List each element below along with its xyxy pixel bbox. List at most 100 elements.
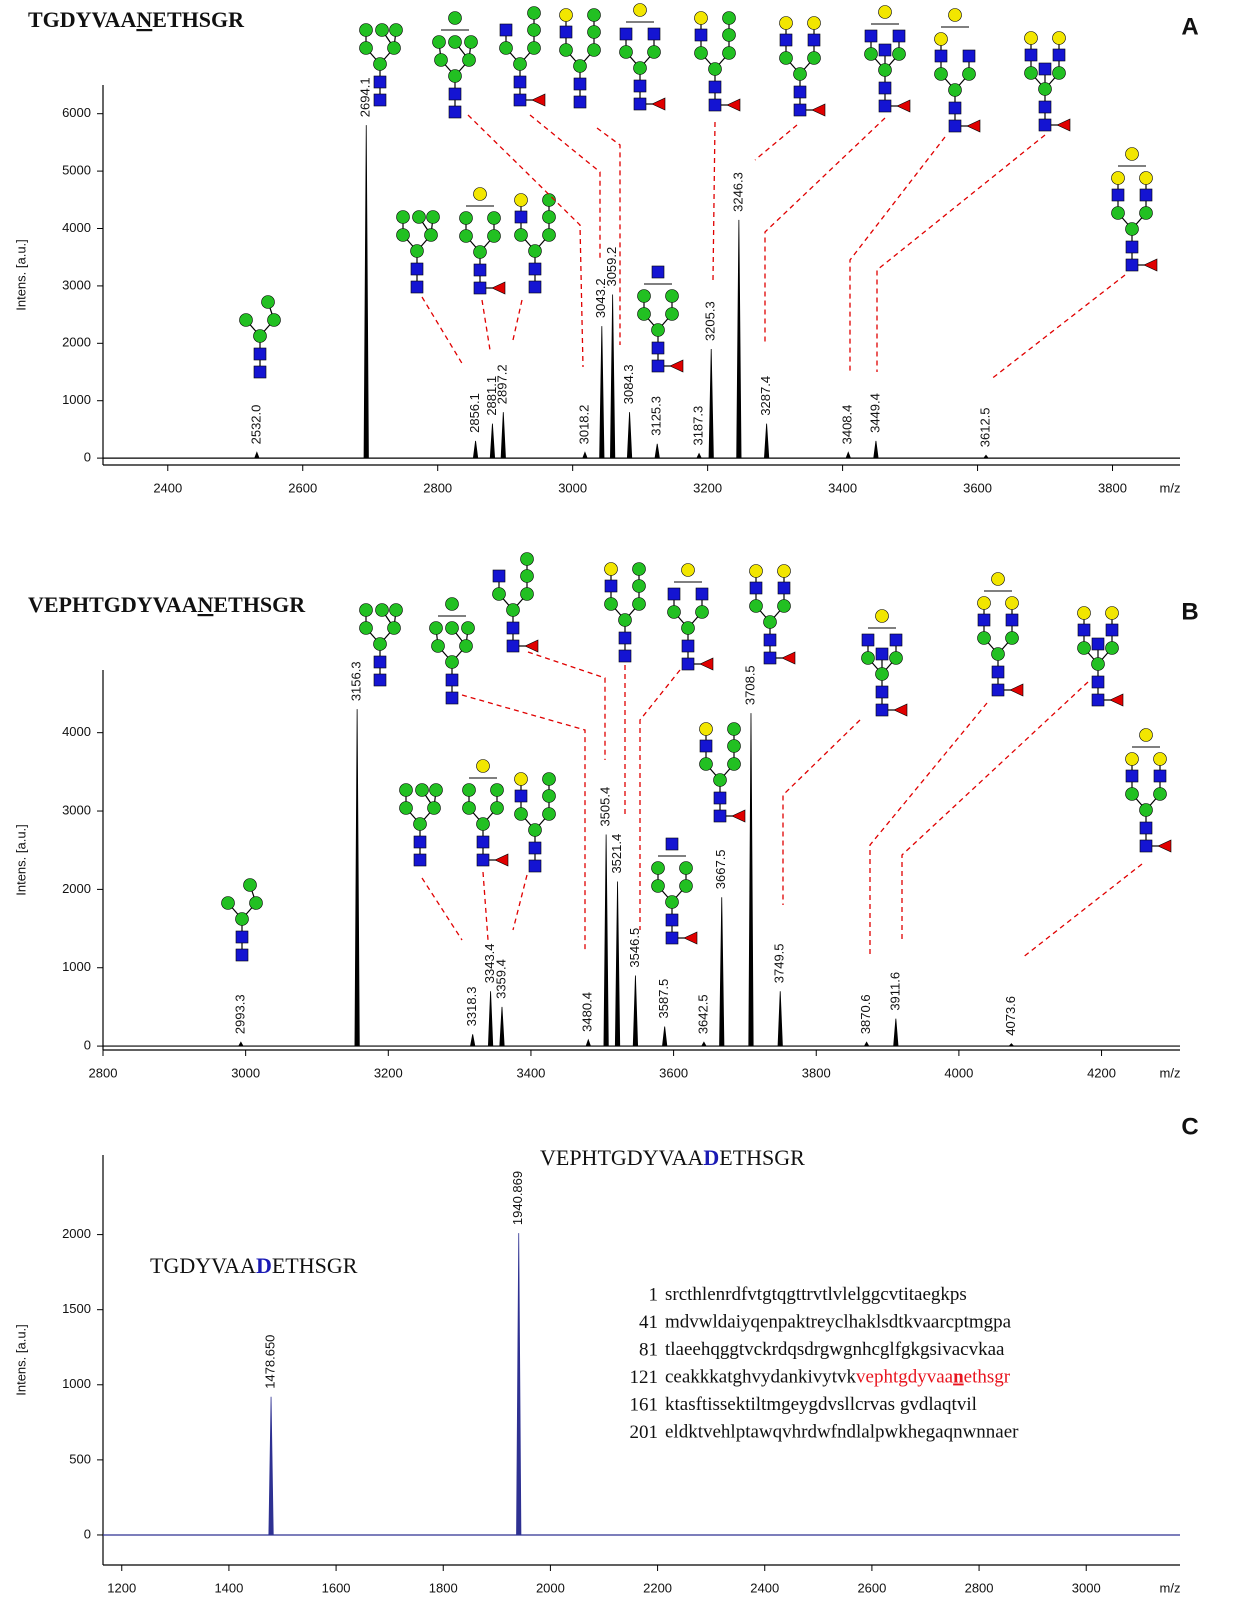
galactose [991,572,1005,586]
x-tick-label: 2600 [288,480,317,495]
sequence-line: eldktvehlptawqvhrdwfndlalpwkhegaqnwnnaer [665,1422,1019,1443]
mannose [464,35,478,49]
y-tick-label: 1000 [62,392,91,407]
x-tick-label: 3000 [231,1065,260,1080]
glcnac [665,913,679,927]
mannose [542,772,556,786]
leader-line [712,121,716,281]
peak [696,452,702,459]
glcnac [694,28,708,42]
mannose [695,605,709,619]
glcnac [651,341,665,355]
mannose [1125,222,1139,236]
peak [893,1018,899,1047]
mannose [1111,206,1125,220]
glcnac [948,101,962,115]
glcnac [528,280,542,294]
y-tick-label: 1500 [62,1301,91,1316]
glcnac [473,281,487,295]
galactose [875,609,889,623]
x-tick-label: 3600 [659,1065,688,1080]
peak [632,975,639,1047]
peak-label: 2897.2 [495,364,510,404]
peak [654,443,660,459]
glcnac [991,683,1005,697]
x-tick-label: 1200 [107,1580,136,1595]
glcnac [647,27,661,41]
mannose [527,23,541,37]
glcnac [1005,613,1019,627]
glcnac [528,859,542,873]
mannose [699,757,713,771]
peak-label: 3612.5 [977,407,992,447]
glcnac [1024,48,1038,62]
leader-line [512,299,523,341]
mannose [1139,803,1153,817]
peak [614,881,621,1047]
glcnac [1077,623,1091,637]
glcnac [777,581,791,595]
galactose [1024,31,1038,45]
mannose [514,807,528,821]
glcnac [410,280,424,294]
leader-line [512,874,528,931]
leader-line [421,296,464,366]
glcnac [235,948,249,962]
glcnac [1139,188,1153,202]
mannose [426,210,440,224]
sequence-line: mdvwldaiyqenpaktreyclhaklsdtkvaarcptmgpa [665,1312,1012,1333]
mannose [618,613,632,627]
galactose [1052,31,1066,45]
mannose [807,51,821,65]
x-tick-label: 2400 [153,480,182,495]
sequence-number: 161 [630,1394,659,1415]
mannose [431,639,445,653]
glcnac [1125,258,1139,272]
peak [516,1233,522,1536]
glcnac [1091,693,1105,707]
mannose [261,295,275,309]
fucose [966,119,981,133]
x-tick-label: 4000 [944,1065,973,1080]
sequence-line: ktasftissektiltmgeygdvsllcrvas gvdlaqtvi… [665,1394,977,1415]
x-tick-label: 3000 [1072,1580,1101,1595]
fucose [669,359,684,373]
mannose [476,817,490,831]
mannose [375,23,389,37]
glcnac [413,835,427,849]
glcnac [618,649,632,663]
glcnac [514,210,528,224]
mannose [413,817,427,831]
text-part: VEPHTGDYVAA [28,592,198,617]
mannose [429,621,443,635]
peak [268,1396,274,1536]
mannose [528,244,542,258]
y-tick-label: 2000 [62,881,91,896]
mannose [934,67,948,81]
mannose [461,621,475,635]
x-tick-label: 3600 [963,480,992,495]
fucose [699,657,714,671]
glcnac [875,647,889,661]
mannose [253,329,267,343]
galactose [878,5,892,19]
mannose [424,228,438,242]
mannose [487,211,501,225]
fucose [491,281,506,295]
glcnac [665,837,679,851]
galactose [476,759,490,773]
galactose [777,564,791,578]
peak-label: 3449.4 [867,393,882,433]
galactose [1077,606,1091,620]
mannose [793,67,807,81]
peak [363,125,369,459]
peak-label: 3480.4 [580,992,595,1032]
mannose [410,244,424,258]
glcnac [373,673,387,687]
sequence-number: 41 [639,1312,658,1333]
glcnac [410,262,424,276]
peak-label: 3911.6 [887,972,902,1011]
glcnac [861,633,875,647]
text-part: N [136,7,152,32]
glcnac [573,77,587,91]
